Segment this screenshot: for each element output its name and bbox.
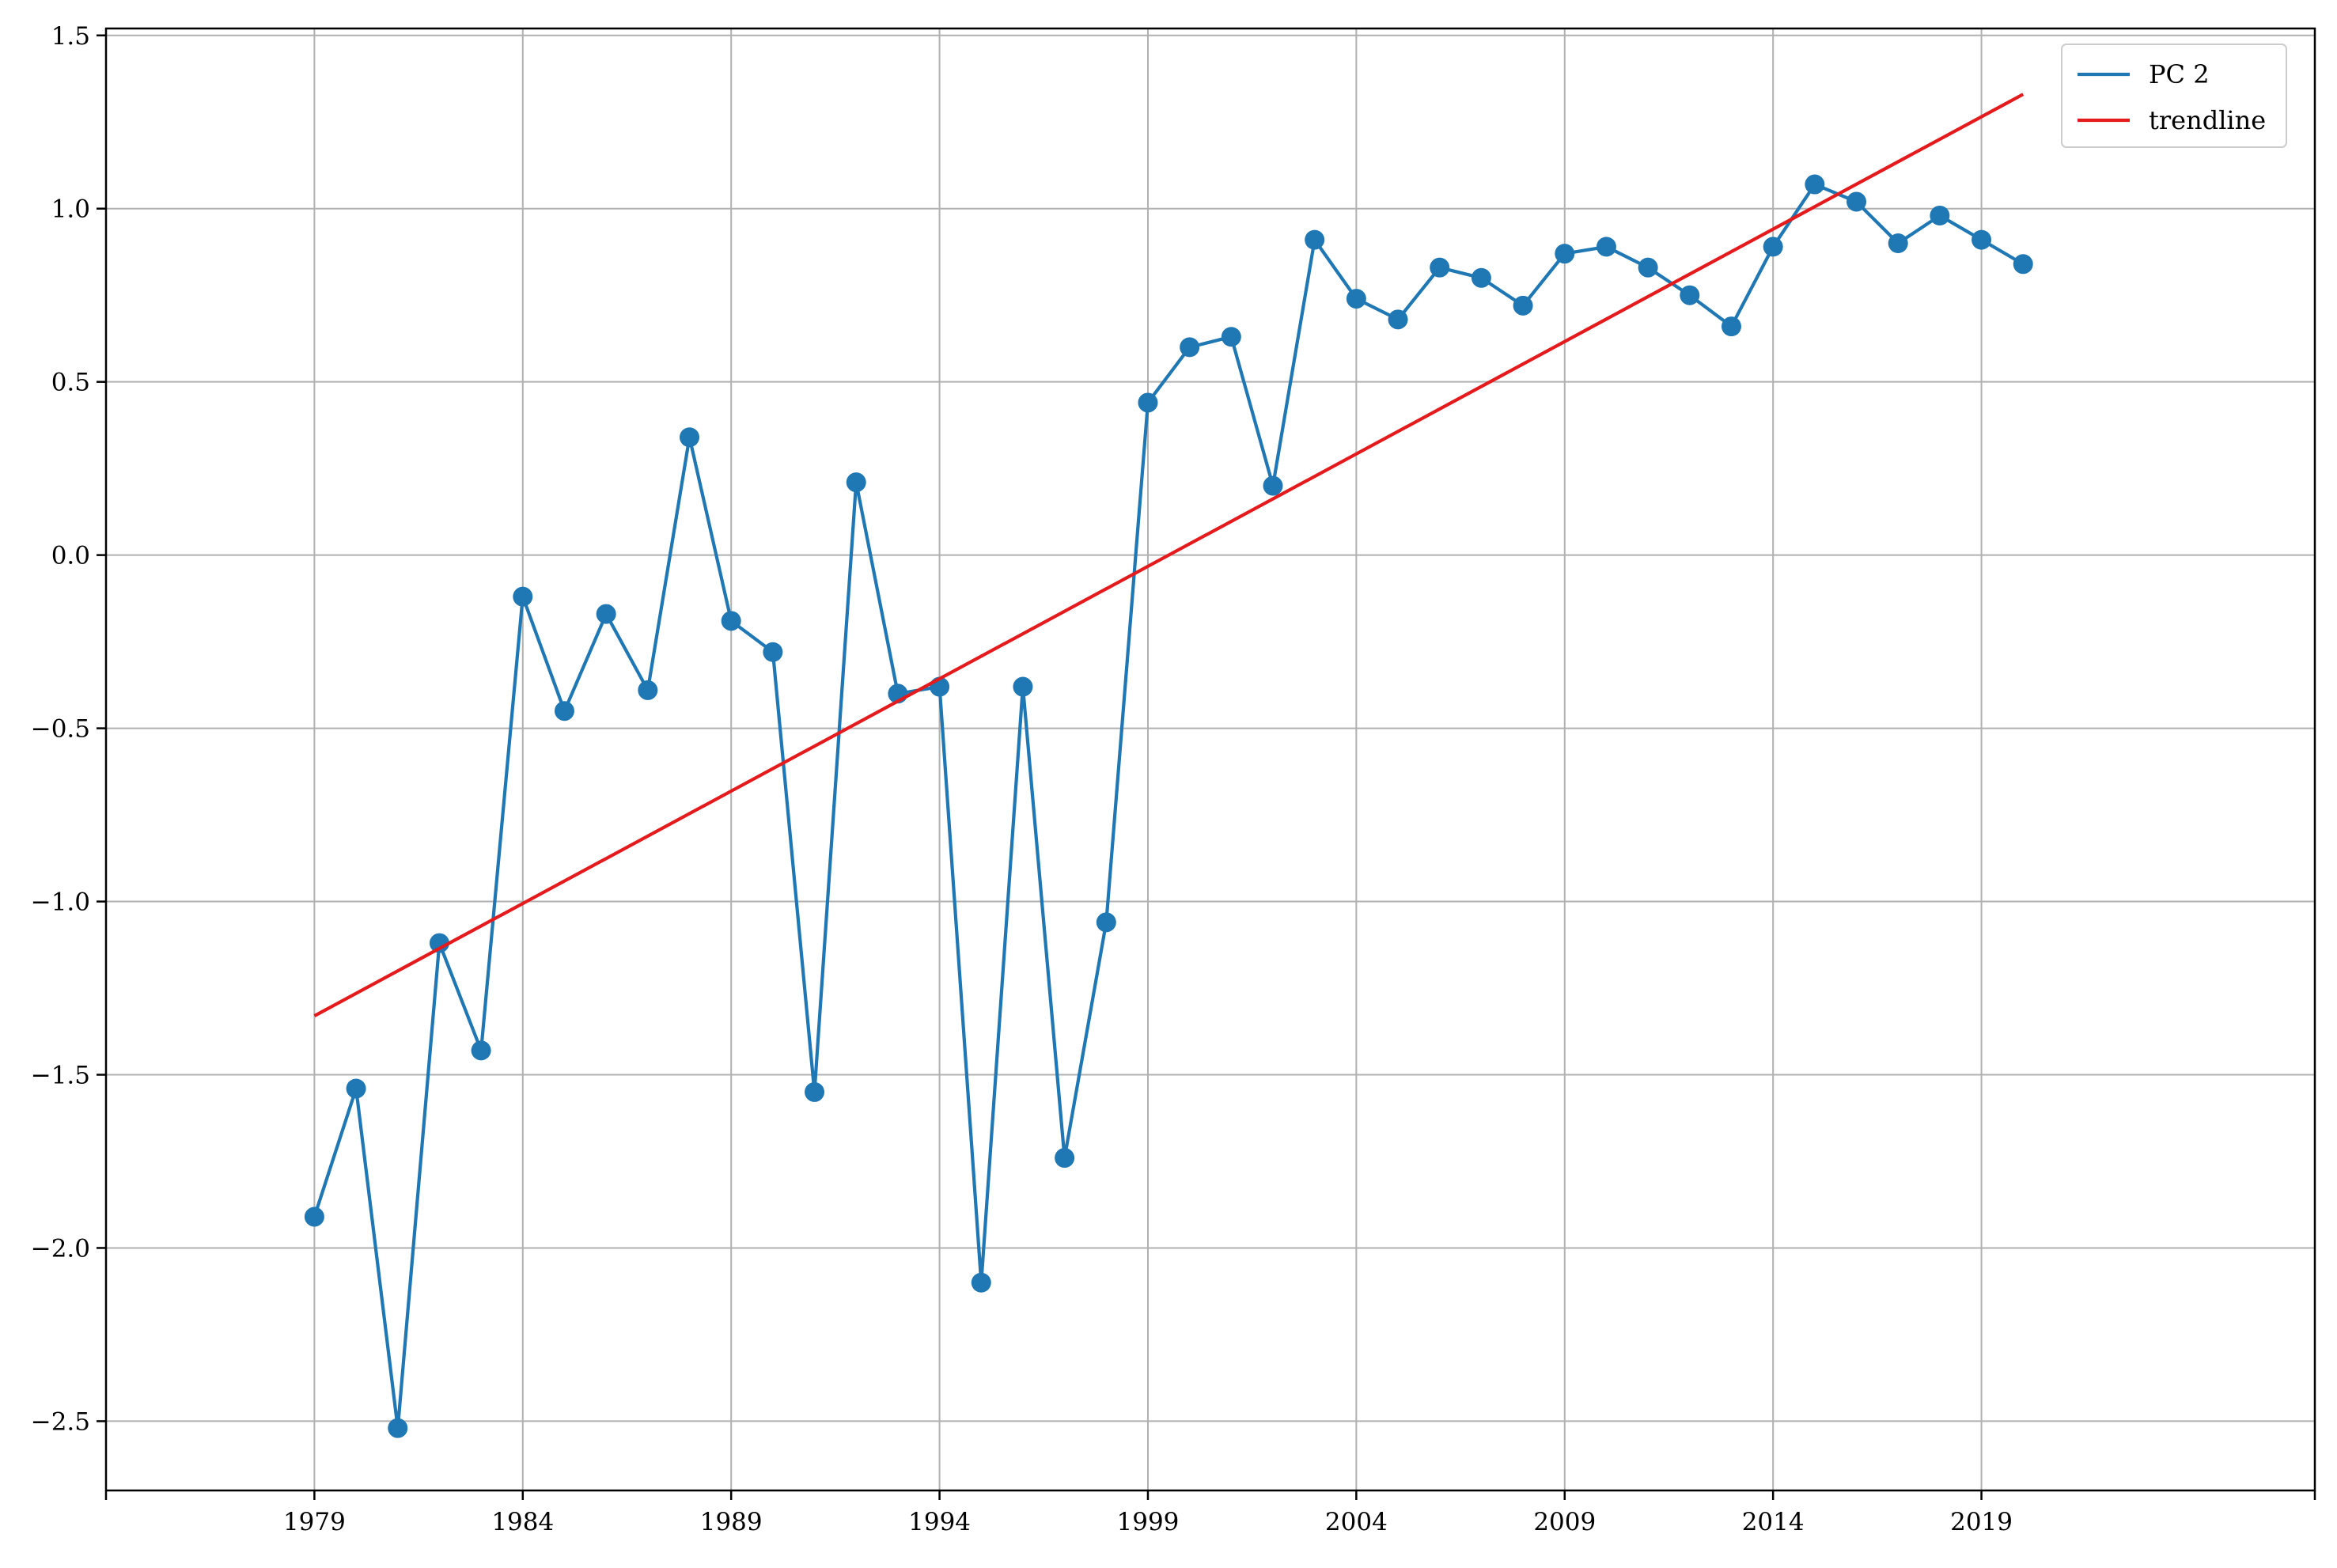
data-point	[1596, 237, 1616, 257]
data-point	[429, 933, 449, 953]
data-point	[1305, 229, 1325, 250]
legend-label: trendline	[2149, 105, 2266, 135]
data-point	[1388, 309, 1408, 330]
y-tick-label: 1.0	[51, 195, 90, 224]
data-point	[763, 642, 783, 662]
x-tick-label: 2009	[1533, 1508, 1596, 1536]
legend-label: PC 2	[2149, 59, 2210, 89]
data-point	[2013, 254, 2033, 275]
x-tick-label: 1984	[491, 1508, 554, 1536]
data-point	[388, 1418, 408, 1438]
y-tick-label: −1.5	[31, 1062, 90, 1090]
data-point	[805, 1081, 825, 1102]
grid-lines	[106, 28, 2315, 1490]
series-line-trendline	[313, 93, 2025, 1017]
data-point	[1638, 257, 1658, 278]
data-point	[1971, 229, 1992, 250]
x-tick-label: 2019	[1950, 1508, 2013, 1536]
y-tick-label: 1.5	[51, 22, 90, 51]
data-point	[1680, 285, 1700, 305]
data-point	[638, 680, 658, 700]
data-point	[1055, 1148, 1075, 1168]
data-point	[1763, 237, 1783, 257]
x-tick-label: 1994	[908, 1508, 971, 1536]
data-point	[1430, 257, 1450, 278]
x-tick-label: 2014	[1742, 1508, 1805, 1536]
y-tick-label: 0.5	[51, 369, 90, 397]
data-point	[846, 472, 866, 493]
data-point	[721, 611, 741, 631]
data-point	[596, 604, 616, 624]
data-point	[1805, 174, 1825, 195]
axes: 1979 1984 1989 1994 1999 2004 2009 2014 2019 −2.5…	[31, 22, 2316, 1536]
data-point	[1346, 289, 1366, 309]
x-tick-label: 1999	[1117, 1508, 1180, 1536]
y-tick-label: −2.5	[31, 1407, 90, 1436]
data-point	[1513, 295, 1533, 316]
data-point	[1221, 327, 1241, 347]
data-point	[1555, 244, 1575, 264]
x-tick-label: 1989	[700, 1508, 763, 1536]
data-point	[1013, 676, 1033, 697]
data-point	[304, 1206, 324, 1227]
series-line-pc-2	[312, 183, 2025, 1430]
x-tick-label: 1979	[283, 1508, 346, 1536]
data-point	[513, 586, 533, 607]
y-tick-label: −0.5	[31, 715, 90, 744]
data-point	[1180, 337, 1200, 358]
x-tick-label: 2004	[1325, 1508, 1388, 1536]
data-point	[554, 701, 574, 722]
plot-frame	[104, 27, 2316, 1492]
data-point	[346, 1078, 366, 1099]
legend: PC 2 trendline	[2061, 44, 2287, 148]
y-tick-label: 0.0	[51, 542, 90, 570]
data-point	[1263, 475, 1283, 496]
data-point	[1471, 267, 1491, 288]
data-point	[971, 1272, 991, 1293]
data-point	[1096, 912, 1116, 933]
data-point	[1138, 392, 1158, 413]
y-tick-label: −2.0	[31, 1234, 90, 1263]
data-point	[471, 1040, 491, 1061]
data-point	[1930, 205, 1950, 225]
data-point	[680, 427, 700, 448]
data-point	[1846, 191, 1867, 212]
data-point	[1888, 233, 1908, 254]
data-point	[1721, 316, 1741, 337]
plot-series	[304, 93, 2033, 1438]
y-tick-label: −1.0	[31, 888, 90, 917]
